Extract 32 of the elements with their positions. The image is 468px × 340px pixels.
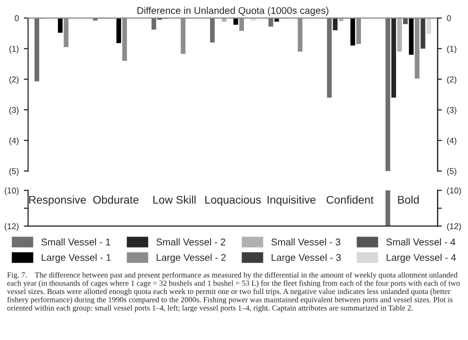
y2-tick-label: (4) [447, 137, 456, 146]
x-tick-label: Loquacious [205, 196, 261, 206]
y-tick-label: (1) [9, 46, 19, 54]
legend-label: Large Vessel - 4 [386, 254, 456, 263]
legend-label: Large Vessel - 1 [42, 254, 111, 263]
legend-label: Large Vessel - 3 [272, 254, 341, 263]
x-tick-label: Inquisitive [268, 196, 316, 206]
y2-tick-label: (12) [447, 223, 461, 231]
y-tick-label: (12) [4, 223, 19, 231]
x-tick-label: Obdurate [93, 196, 138, 204]
legend-label: Small Vessel - 3 [271, 238, 340, 246]
x-tick-label: Low Skill [153, 196, 196, 204]
chart-title: Difference in Unlanded Quota (1000s cages) [138, 6, 328, 16]
y2-tick-label: (5) [447, 168, 456, 176]
y2-tick-label: (1) [447, 46, 456, 54]
y2-tick-label: (10) [447, 187, 461, 196]
legend-label: Small Vessel - 1 [41, 238, 110, 246]
legend-label: Small Vessel - 2 [156, 238, 226, 246]
legend-label: Large Vessel - 2 [156, 254, 226, 263]
y2-tick-label: 0 [446, 15, 451, 22]
y-tick-label: (3) [9, 106, 19, 115]
y-tick-label: (5) [9, 168, 19, 176]
legend-label: Small Vessel - 4 [386, 238, 456, 246]
x-tick-label: Bold [398, 196, 419, 204]
y-tick-label: (2) [9, 76, 19, 84]
y2-tick-label: (2) [447, 76, 456, 84]
y2-tick-label: (3) [447, 106, 456, 115]
x-tick-label: Responsive [29, 196, 86, 206]
x-tick-label: Confident [326, 196, 374, 204]
y-tick-label: (10) [4, 187, 19, 196]
y-tick-label: 0 [14, 15, 19, 22]
y-tick-label: (4) [9, 137, 19, 146]
